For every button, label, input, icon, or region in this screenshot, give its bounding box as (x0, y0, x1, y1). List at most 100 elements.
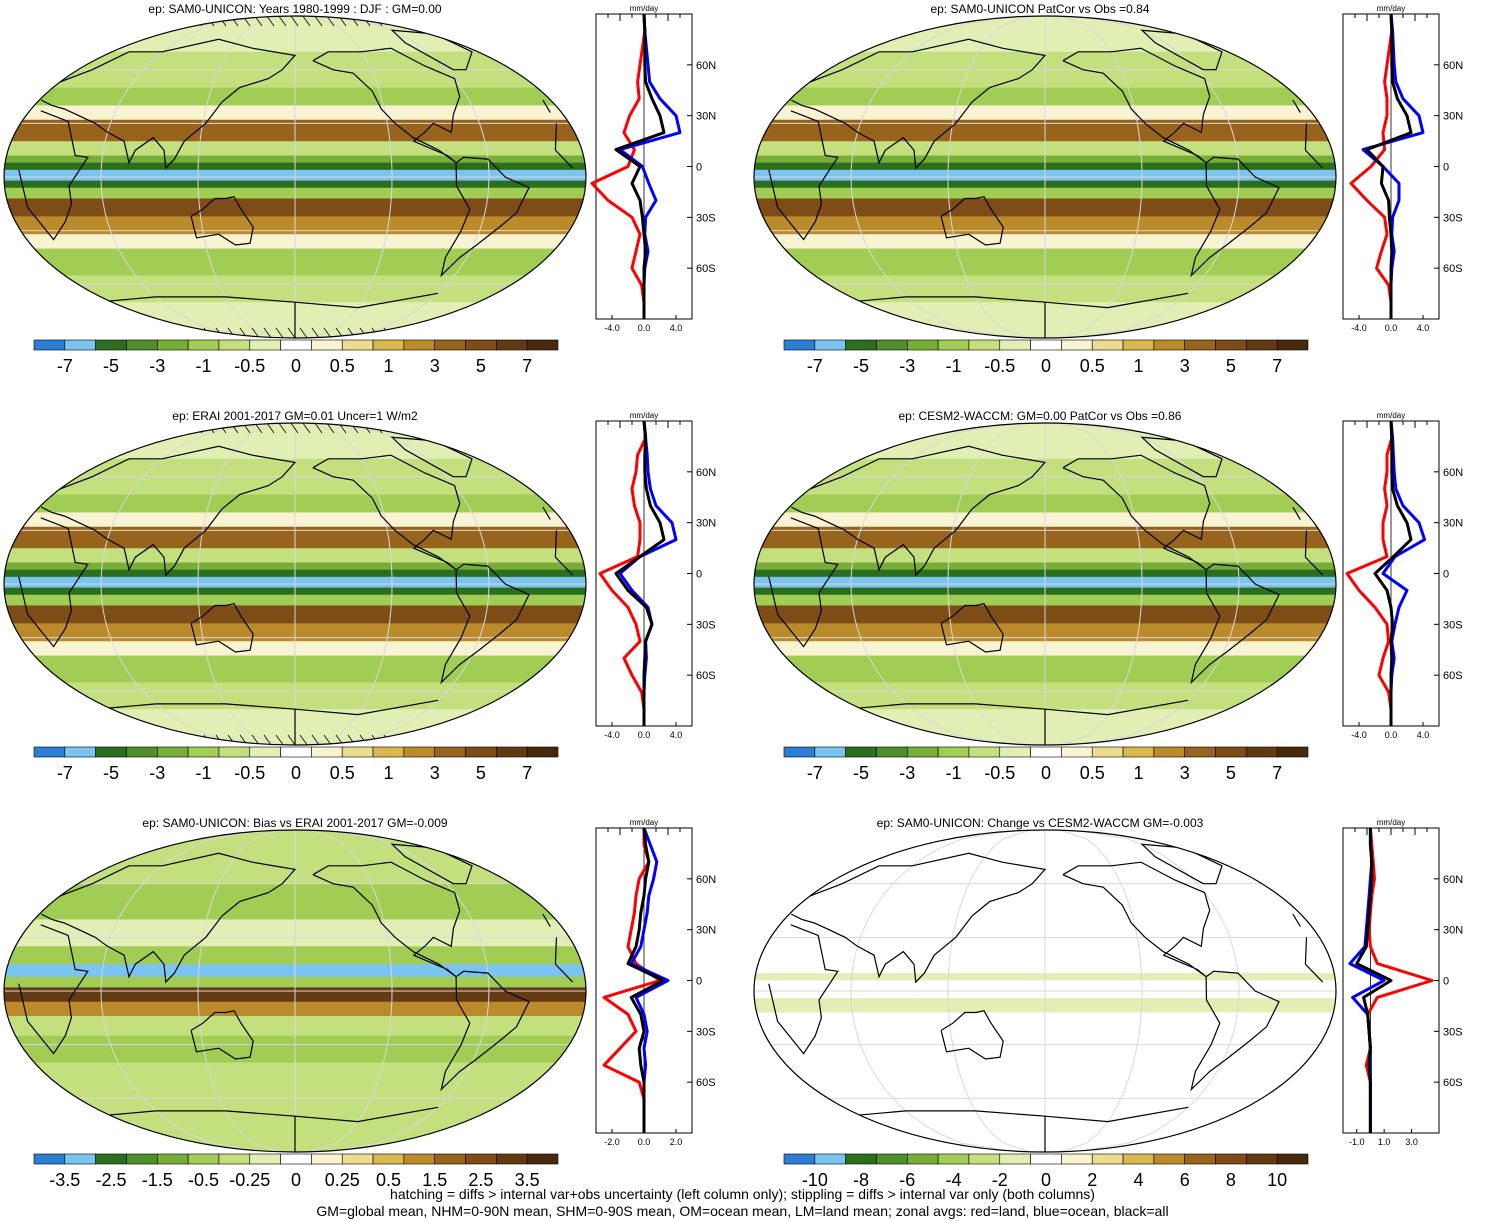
hatching (23, 16, 35, 27)
zonal-x-tick-label: 0.0 (638, 323, 651, 333)
hatching (239, 327, 251, 338)
hatching (407, 16, 419, 27)
hatching (311, 327, 323, 338)
footer-line-1: hatching = diffs > internal var+obs unce… (390, 1186, 1095, 1202)
hatching (155, 423, 167, 434)
colorbar-swatch (218, 1153, 251, 1165)
colorbar-swatch (403, 1153, 436, 1165)
zonal-x-tick-label: 4.0 (1417, 323, 1430, 333)
hatching (275, 327, 287, 338)
panel-5: ep: SAM0-UNICON: Bias vs ERAI 2001-2017 … (0, 814, 740, 1194)
coastline (791, 852, 1301, 984)
coastline (845, 292, 1189, 338)
hatching (479, 423, 491, 434)
colorbar-swatch (1215, 1153, 1247, 1165)
hatching (167, 16, 179, 27)
panel-2: ep: SAM0-UNICON PatCor vs Obs =0.84 mm/d… (745, 0, 1485, 405)
lon-gridline (1059, 830, 1143, 1152)
zonal-x-tick-label: 3.0 (1405, 1137, 1418, 1147)
colorbar-swatch (1091, 339, 1124, 351)
lon-gridline (850, 423, 1016, 745)
colorbar-swatch (814, 746, 846, 758)
lat-tick-label: 60S (1443, 1077, 1463, 1089)
lat-tick-label: 30S (696, 1026, 716, 1038)
colorbar-swatch (1246, 1153, 1278, 1165)
colorbar-swatch (126, 339, 158, 351)
coastline (768, 517, 1324, 648)
precip-map (3, 829, 587, 1153)
lat-tick-label: 0 (1443, 569, 1449, 581)
hatching (503, 16, 515, 27)
hatching (299, 423, 311, 434)
colorbar-swatch (876, 746, 908, 758)
colorbar-swatch (95, 339, 127, 351)
lat-tick-label: 30N (696, 518, 716, 530)
colorbar-label: 3 (1180, 763, 1190, 783)
panel-title: ep: SAM0-UNICON: Years 1980-1999 : DJF :… (148, 2, 442, 16)
hatching (335, 327, 347, 338)
colorbar-swatch (372, 1153, 405, 1165)
panel-title: ep: SAM0-UNICON: Bias vs ERAI 2001-2017 … (142, 816, 448, 830)
colorbar-label: -0.5 (984, 763, 1015, 783)
colorbar-swatch (1276, 746, 1309, 758)
map-border (3, 422, 587, 746)
hatching (263, 734, 275, 745)
footer-line-2: GM=global mean, NHM=0-90N mean, SHM=0-90… (316, 1203, 1169, 1219)
zonal-series-all (1365, 13, 1413, 319)
hatching (287, 327, 299, 338)
lon-gridline (309, 423, 393, 745)
colorbar-label: -5 (103, 356, 119, 376)
colorbar-swatch (218, 339, 251, 351)
zonal-series-all (614, 13, 666, 319)
zonal-x-tick-label: -2.0 (604, 1137, 620, 1147)
colorbar-swatch (156, 746, 189, 758)
lat-tick-label: 60S (1443, 263, 1463, 275)
colorbar-swatch (1122, 746, 1155, 758)
colorbar-label: 0.25 (325, 1170, 360, 1190)
coastline (312, 861, 461, 978)
colorbar-swatch (1153, 339, 1186, 351)
hatching (455, 423, 467, 434)
hatching (527, 16, 539, 27)
hatching (539, 16, 551, 27)
hatching (323, 327, 335, 338)
hatching (11, 734, 23, 745)
colorbar-swatch (1246, 746, 1278, 758)
colorbar-label: -5 (103, 763, 119, 783)
precip-map (3, 422, 587, 746)
zonal-x-tick-label: -4.0 (1351, 730, 1367, 740)
lat-tick-label: 60N (696, 874, 716, 886)
zonal-x-tick-label: 4.0 (670, 323, 683, 333)
colorbar-swatch (95, 746, 127, 758)
hatching (575, 16, 586, 27)
colorbar-swatch (999, 339, 1031, 351)
colorbar-swatch (434, 1153, 466, 1165)
hatching (263, 327, 275, 338)
zonal-mean-plot: mm/day 60N 30N 0 30S 60S -2.0 0.0 2.0 (595, 818, 716, 1147)
lon-gridline (309, 830, 393, 1152)
hatching (311, 423, 323, 434)
zonal-series-all (1355, 828, 1393, 1133)
colorbar-label: 0.5 (330, 763, 355, 783)
hatching (419, 16, 431, 27)
hatching (131, 423, 143, 434)
colorbar-label: 3 (1180, 356, 1190, 376)
hatching (179, 16, 191, 27)
hatching (191, 16, 203, 27)
hatching (59, 16, 71, 27)
lon-gridline (197, 830, 281, 1152)
map-border (3, 829, 587, 1153)
colorbar-label: -0.5 (188, 1170, 219, 1190)
colorbar: -7 -5 -3 -1 -0.5 0 0.5 1 3 5 7 (33, 746, 559, 783)
colorbar-label: 10 (1267, 1170, 1287, 1190)
hatching (563, 423, 575, 434)
colorbar-swatch (341, 746, 374, 758)
colorbar-swatch (434, 746, 466, 758)
colorbar-swatch (968, 1153, 1001, 1165)
colorbar-swatch (1184, 339, 1216, 351)
coastline (190, 1010, 254, 1060)
colorbar-label: -0.5 (234, 763, 265, 783)
colorbar-swatch (783, 339, 816, 351)
lat-tick-label: 30N (696, 111, 716, 123)
colorbar-swatch (845, 746, 877, 758)
